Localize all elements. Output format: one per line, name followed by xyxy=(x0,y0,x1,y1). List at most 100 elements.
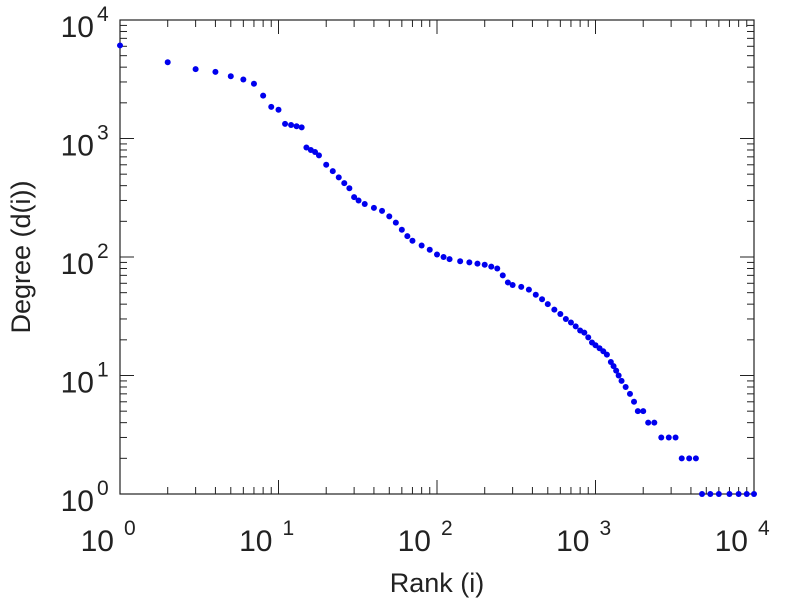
data-point xyxy=(260,92,267,99)
data-point xyxy=(457,258,464,265)
y-tick-label: 10 xyxy=(61,367,94,400)
data-point xyxy=(726,491,733,497)
data-point xyxy=(192,66,199,73)
y-tick-label: 10 xyxy=(61,11,94,44)
data-point xyxy=(315,152,322,159)
data-point xyxy=(494,265,501,272)
data-point xyxy=(634,408,641,415)
x-axis-label: Rank (i) xyxy=(390,568,485,598)
data-point xyxy=(499,272,506,279)
data-point xyxy=(658,434,665,441)
data-point xyxy=(212,68,219,75)
data-point xyxy=(751,491,757,497)
data-point xyxy=(743,491,750,497)
x-tick-label: 10 xyxy=(556,525,589,558)
data-point xyxy=(426,246,433,253)
data-point xyxy=(504,279,511,286)
data-point xyxy=(665,434,672,441)
data-point xyxy=(735,491,742,497)
y-tick-exponent: 2 xyxy=(97,240,109,263)
data-point xyxy=(707,491,714,497)
x-tick-exponent: 2 xyxy=(441,517,453,540)
x-tick-exponent: 0 xyxy=(124,517,136,540)
data-point xyxy=(692,455,699,462)
data-point xyxy=(298,124,305,131)
data-point xyxy=(282,120,289,127)
data-point xyxy=(288,121,295,128)
data-point xyxy=(370,204,377,211)
data-point xyxy=(275,106,282,113)
data-point xyxy=(686,455,693,462)
data-point xyxy=(525,286,532,293)
data-point xyxy=(481,261,488,268)
data-point xyxy=(409,237,416,244)
data-point xyxy=(293,123,300,130)
data-point xyxy=(240,76,247,83)
data-point xyxy=(626,390,633,397)
data-point xyxy=(572,323,579,330)
data-point xyxy=(398,226,405,233)
data-point xyxy=(474,260,481,267)
x-tick-label: 10 xyxy=(239,525,272,558)
y-tick-label: 10 xyxy=(61,248,94,281)
data-point xyxy=(618,377,625,384)
data-point xyxy=(603,351,610,358)
x-tick-label: 10 xyxy=(715,525,748,558)
y-tick-exponent: 0 xyxy=(97,477,109,500)
data-point xyxy=(532,291,539,298)
y-tick-exponent: 4 xyxy=(97,3,109,26)
data-point xyxy=(250,80,257,87)
data-point xyxy=(613,367,620,374)
data-point xyxy=(386,213,393,220)
data-point xyxy=(509,282,516,289)
axis-ticks xyxy=(119,19,755,495)
data-point xyxy=(379,207,386,214)
data-point xyxy=(715,491,722,497)
data-point xyxy=(335,174,342,181)
x-tick-label: 10 xyxy=(398,525,431,558)
x-tick-exponent: 3 xyxy=(600,517,612,540)
data-point xyxy=(610,363,617,370)
data-point xyxy=(404,233,411,240)
data-point xyxy=(622,383,629,390)
data-point xyxy=(341,180,348,187)
data-point xyxy=(434,251,440,258)
data-point xyxy=(303,144,310,151)
data-point xyxy=(351,194,358,201)
data-point xyxy=(551,306,558,313)
data-point xyxy=(418,242,425,249)
data-point xyxy=(645,419,652,426)
data-point xyxy=(567,319,574,326)
data-point xyxy=(672,434,679,441)
y-tick-exponent: 1 xyxy=(97,359,109,382)
data-point xyxy=(539,296,546,303)
data-point xyxy=(392,219,399,226)
y-axis-label: Degree (d(i)) xyxy=(6,180,36,333)
data-point xyxy=(631,398,638,405)
x-tick-exponent: 1 xyxy=(283,517,295,540)
data-point xyxy=(640,408,647,415)
data-point xyxy=(488,263,495,270)
data-point xyxy=(581,329,588,336)
data-point xyxy=(518,283,525,290)
data-point xyxy=(355,197,362,204)
data-point xyxy=(651,419,658,426)
y-tick-label: 10 xyxy=(61,130,94,163)
data-point xyxy=(329,168,336,175)
data-points xyxy=(117,42,757,497)
data-point xyxy=(268,103,275,110)
x-tick-label: 10 xyxy=(81,525,114,558)
data-point xyxy=(164,59,171,66)
tick-labels: 10 0 10 1 10 2 10 3 10 410 010 110 210 310 4 xyxy=(61,3,770,558)
data-point xyxy=(466,259,473,266)
y-tick-exponent: 3 xyxy=(97,122,109,145)
data-point xyxy=(615,372,622,379)
data-point xyxy=(678,455,685,462)
data-point xyxy=(557,311,564,318)
data-point xyxy=(117,42,123,49)
data-point xyxy=(227,73,234,80)
x-tick-exponent: 4 xyxy=(758,517,770,540)
data-point xyxy=(562,315,569,322)
data-point xyxy=(544,301,551,308)
data-point xyxy=(361,201,368,208)
